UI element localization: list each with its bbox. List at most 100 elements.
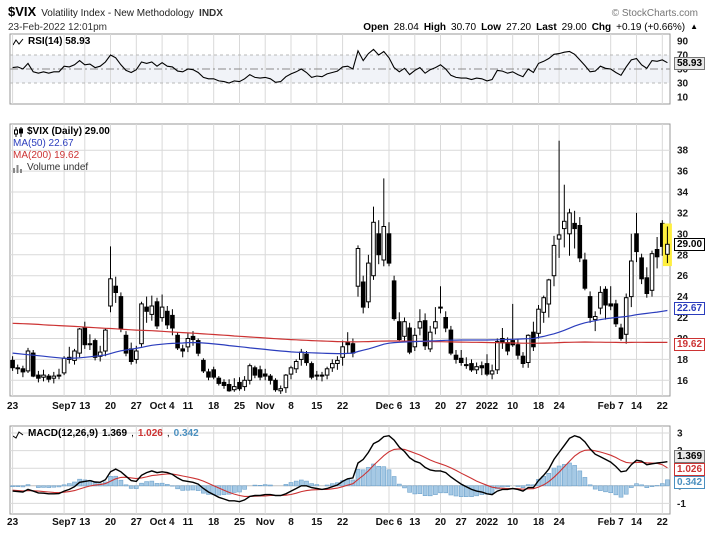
- x-axis-label: 15: [311, 401, 323, 412]
- candlestick-icon: [14, 127, 23, 137]
- svg-text:30: 30: [677, 229, 689, 240]
- x-axis-label: 15: [311, 517, 323, 528]
- x-axis-label: 13: [409, 517, 421, 528]
- macd-legend: MACD(12,26,9) 1.369, 1.026, 0.342: [13, 428, 199, 440]
- low-value: 27.20: [506, 22, 532, 33]
- x-axis-label: 25: [233, 401, 246, 412]
- rsi-legend: RSI(14) 58.93: [13, 36, 90, 48]
- x-axis-label: Sep7: [52, 401, 77, 412]
- svg-text:32: 32: [677, 208, 689, 219]
- x-axis-label: 20: [104, 517, 117, 528]
- x-axis-label: Dec 6: [375, 401, 403, 412]
- copyright: © StockCharts.com: [611, 8, 698, 19]
- svg-text:70: 70: [677, 51, 689, 62]
- macd-hist-box: 0.342: [674, 476, 705, 489]
- svg-text:26: 26: [677, 271, 689, 282]
- x-axis-label: 23: [7, 517, 19, 528]
- ma50-value-box: 22.67: [674, 302, 705, 315]
- chg-value: +0.19 (+0.66%): [616, 22, 686, 33]
- x-axis-label: Oct 4: [149, 401, 175, 412]
- up-arrow-icon: ▲: [690, 22, 698, 31]
- rsi-value-box: 58.93: [674, 57, 705, 70]
- x-axis-main: 23 Sep7 13 20 27 Oct 4 11 18 25 Nov 8 15 22 Dec 6 13 20…: [0, 401, 705, 415]
- x-axis-label: 2022: [475, 401, 499, 412]
- x-axis-label: 13: [79, 401, 91, 412]
- quote-row: 23-Feb-2022 12:01pm Open 28.04 High 30.7…: [8, 22, 698, 33]
- volume-icon: [13, 164, 22, 173]
- x-axis-label: 20: [434, 401, 447, 412]
- x-axis-label: Nov: [255, 517, 275, 528]
- x-axis-label: 22: [656, 401, 668, 412]
- svg-text:50: 50: [677, 65, 689, 76]
- x-axis-label: Feb 7: [597, 401, 624, 412]
- main-legend: $VIX (Daily) 29.00 MA(50) 22.67 MA(200) …: [13, 126, 110, 174]
- x-axis-label: 20: [104, 401, 117, 412]
- x-axis-label: 14: [630, 517, 643, 528]
- x-axis-label: 27: [455, 517, 467, 528]
- x-axis-label: 18: [532, 517, 545, 528]
- last-value: 29.00: [561, 22, 587, 33]
- open-label: Open: [363, 22, 389, 33]
- svg-text:-1: -1: [677, 499, 686, 510]
- hist-legend-value: 0.342: [173, 428, 199, 439]
- x-axis-label: 8: [288, 517, 294, 528]
- x-axis-label: 27: [130, 517, 142, 528]
- x-axis-label: 18: [532, 401, 545, 412]
- x-axis-label: 10: [507, 517, 519, 528]
- svg-text:90: 90: [677, 37, 689, 48]
- macd-legend-value: 1.369: [102, 428, 128, 439]
- x-axis-label: Sep7: [52, 517, 77, 528]
- svg-text:24: 24: [677, 292, 689, 303]
- macd-signal-box: 1.026: [674, 463, 705, 476]
- x-axis-label: Dec 6: [375, 517, 403, 528]
- title-row: $VIX Volatility Index - New Methodology …: [8, 4, 698, 19]
- symbol-legend-text: $VIX (Daily) 29.00: [27, 126, 110, 137]
- signal-legend-value: 1.026: [137, 428, 163, 439]
- svg-text:28: 28: [677, 250, 689, 261]
- x-axis-label: Oct 4: [149, 517, 175, 528]
- x-axis-label: 13: [409, 401, 421, 412]
- symbol-name: Volatility Index - New Methodology: [41, 8, 195, 19]
- macd-icon: [13, 430, 24, 439]
- x-axis-label: Nov: [255, 401, 275, 412]
- volume-legend-text: Volume undef: [27, 162, 89, 173]
- svg-text:22: 22: [677, 313, 689, 324]
- open-value: 28.04: [393, 22, 419, 33]
- svg-text:38: 38: [677, 146, 689, 157]
- chart-header: $VIX Volatility Index - New Methodology …: [8, 4, 698, 33]
- price-panel: 383634323028262422201816: [9, 123, 689, 397]
- datetime: 23-Feb-2022 12:01pm: [8, 22, 107, 33]
- x-axis-label: 27: [130, 401, 142, 412]
- x-axis-label: 20: [434, 517, 447, 528]
- x-axis-label: 14: [630, 401, 643, 412]
- symbol: $VIX: [8, 4, 37, 19]
- x-axis-label: 22: [337, 401, 349, 412]
- chg-label: Chg: [591, 22, 612, 33]
- ma50-legend-text: MA(50) 22.67: [13, 138, 74, 149]
- x-axis-label: 24: [553, 401, 565, 412]
- svg-text:30: 30: [677, 79, 689, 90]
- x-axis-label: 22: [337, 517, 349, 528]
- x-axis-label: 11: [182, 401, 194, 412]
- high-value: 30.70: [451, 22, 477, 33]
- x-axis-label: 2022: [475, 517, 499, 528]
- x-axis-label: 27: [455, 401, 467, 412]
- macd-panel: 3210-1: [9, 425, 686, 515]
- ma200-legend-text: MA(200) 19.62: [13, 150, 80, 161]
- x-axis-label: 22: [656, 517, 668, 528]
- x-axis-label: Feb 7: [597, 517, 624, 528]
- x-axis-macd: 23 Sep7 13 20 27 Oct 4 11 18 25 Nov 8 15 22 Dec 6 13 20…: [0, 517, 705, 531]
- svg-text:18: 18: [677, 355, 689, 366]
- ma200-value-box: 19.62: [674, 338, 705, 351]
- x-axis-label: 11: [182, 517, 194, 528]
- rsi-legend-text: RSI(14) 58.93: [28, 36, 91, 47]
- x-axis-label: 24: [553, 517, 565, 528]
- rsi-panel: 90 70 50 30 10: [9, 33, 689, 105]
- x-axis-label: 25: [233, 517, 246, 528]
- svg-text:16: 16: [677, 376, 689, 387]
- low-label: Low: [481, 22, 502, 33]
- high-label: High: [423, 22, 447, 33]
- last-label: Last: [536, 22, 557, 33]
- x-axis-label: 13: [79, 517, 91, 528]
